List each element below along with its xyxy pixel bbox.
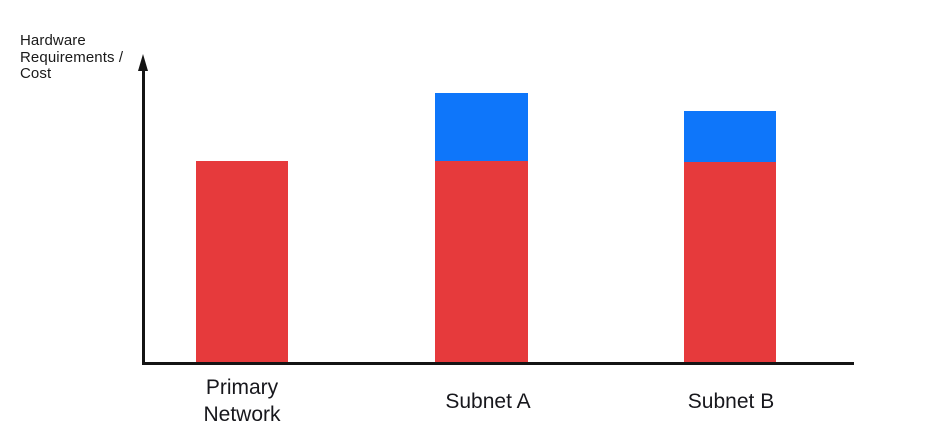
x-axis-line (142, 362, 854, 365)
y-axis-line (142, 66, 145, 365)
x-tick-label-primary-network: Primary Network (203, 376, 281, 426)
bar-subnet-b (684, 111, 776, 362)
y-axis-title-line-2: Requirements / (20, 48, 124, 66)
bar-segment-red (435, 161, 528, 362)
bar-subnet-a (435, 93, 528, 362)
x-tick-label-subnet-b: Subnet B (687, 390, 775, 413)
bar-segment-red (684, 162, 776, 362)
bar-primary-network (196, 161, 288, 362)
y-axis-title-line-3: Cost (20, 65, 52, 82)
x-tick-label-subnet-a: Subnet A (445, 390, 531, 413)
bar-segment-blue (684, 111, 776, 162)
bar-segment-red (196, 161, 288, 362)
y-axis-title-line-1: Hardware (20, 32, 86, 49)
y-axis-arrowhead-icon (138, 54, 148, 71)
bar-segment-blue (435, 93, 528, 161)
y-axis-title: Hardware Requirements / Cost (20, 32, 124, 83)
